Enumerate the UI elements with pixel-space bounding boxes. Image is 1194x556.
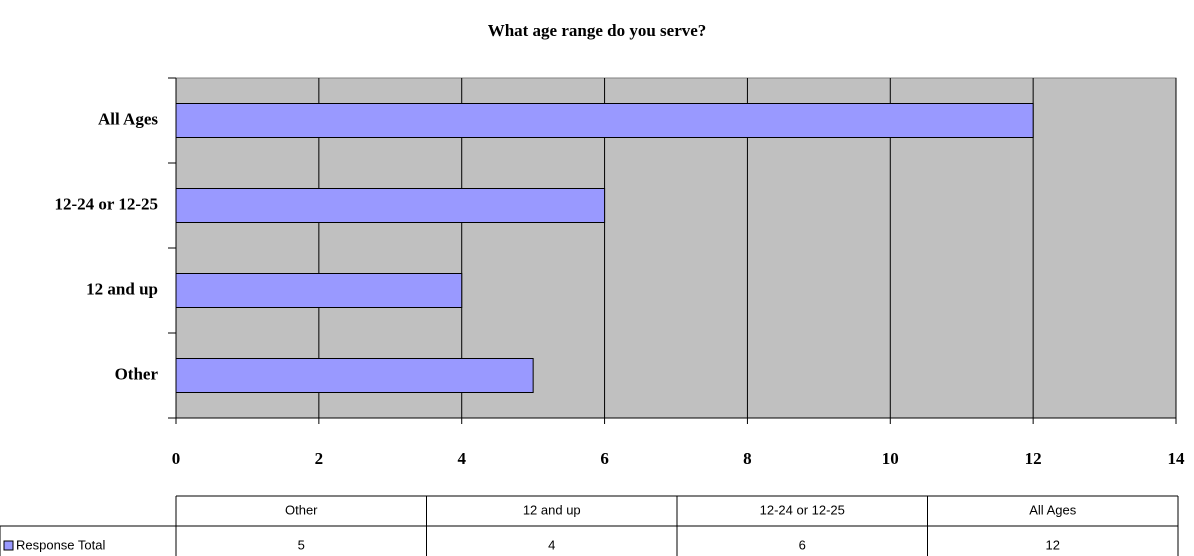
x-tick-label: 6 xyxy=(600,449,609,468)
x-tick-label: 14 xyxy=(1168,449,1186,468)
bar xyxy=(175,188,606,223)
x-tick-label: 10 xyxy=(882,449,899,468)
table-value: 12 xyxy=(1046,537,1060,552)
table-value: 6 xyxy=(799,537,806,552)
table-header: 12 and up xyxy=(523,502,581,517)
x-tick-label: 4 xyxy=(457,449,466,468)
table-value: 4 xyxy=(548,537,555,552)
bar xyxy=(175,103,1034,138)
y-tick-label: All Ages xyxy=(98,109,158,128)
x-tick-label: 0 xyxy=(172,449,181,468)
x-tick-label: 2 xyxy=(315,449,324,468)
x-tick-label: 8 xyxy=(743,449,752,468)
table-header: All Ages xyxy=(1029,502,1076,517)
bar xyxy=(175,358,534,393)
chart-title: What age range do you serve? xyxy=(488,21,707,40)
x-tick-label: 12 xyxy=(1025,449,1042,468)
legend-label: Response Total xyxy=(16,537,105,552)
y-tick-label: 12-24 or 12-25 xyxy=(54,194,158,213)
y-tick-label: Other xyxy=(115,364,159,383)
table-header: 12-24 or 12-25 xyxy=(760,502,845,517)
legend-swatch xyxy=(3,540,14,551)
bar xyxy=(175,273,463,308)
y-tick-label: 12 and up xyxy=(86,279,158,298)
table-header: Other xyxy=(285,502,318,517)
table-value: 5 xyxy=(298,537,305,552)
